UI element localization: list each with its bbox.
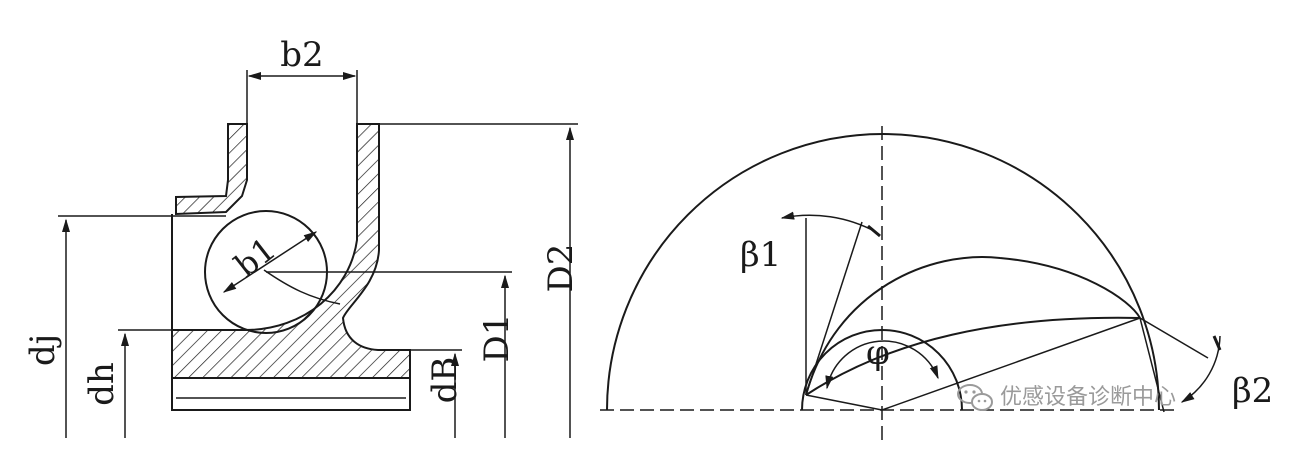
label-dh: dh <box>82 362 122 406</box>
label-beta2: β2 <box>1232 371 1273 411</box>
impeller-cross-section: b2 b1 D2 D1 dB dj dh <box>23 35 581 438</box>
label-b2: b2 <box>280 35 323 75</box>
watermark: 优感设备诊断中心 <box>957 384 1176 411</box>
shroud-section <box>175 123 248 216</box>
blade-profile: β1 φ β2 <box>600 126 1273 440</box>
label-beta1: β1 <box>740 235 781 275</box>
base-plate <box>171 377 411 411</box>
label-dB: dB <box>425 357 465 404</box>
wechat-icon <box>957 384 993 411</box>
label-dj: dj <box>23 334 63 366</box>
watermark-text: 优感设备诊断中心 <box>1000 385 1176 410</box>
label-D1: D1 <box>477 314 517 363</box>
label-phi: φ <box>866 333 890 373</box>
label-D2: D2 <box>541 244 581 293</box>
outer-circle <box>606 133 1160 411</box>
blade-arc <box>805 256 1141 396</box>
